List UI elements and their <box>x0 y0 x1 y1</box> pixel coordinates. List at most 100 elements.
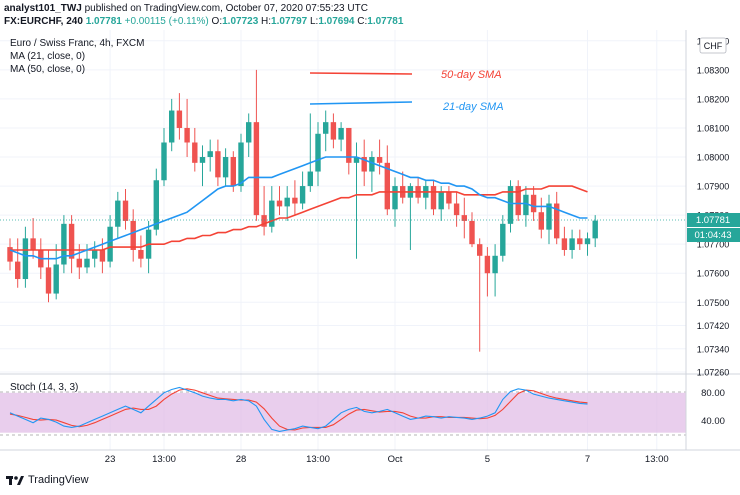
sma21-annotation-line <box>309 101 413 105</box>
candle-body <box>7 247 13 262</box>
author-name[interactable]: analyst101_TWJ <box>4 3 82 14</box>
candle-body <box>500 223 506 256</box>
candle-body <box>430 186 437 210</box>
price-tick: 1.08000 <box>697 153 730 163</box>
price-tick: 1.07500 <box>697 298 730 308</box>
published-text: published on TradingView.com, October 07… <box>84 3 368 14</box>
candle-body <box>307 171 313 187</box>
currency-label: CHF <box>704 41 723 51</box>
countdown-value: 01:04:43 <box>695 230 732 241</box>
candle-body <box>561 238 568 250</box>
candle-body <box>376 157 383 163</box>
candle-body <box>469 220 475 245</box>
last-price-tag-value: 1.07781 <box>696 215 730 226</box>
time-tick: 13:00 <box>645 454 669 465</box>
candle-body <box>130 220 136 250</box>
high-label: H: <box>261 16 272 27</box>
candle-body <box>369 157 375 172</box>
candle-body <box>246 122 252 143</box>
candle-body <box>584 238 591 245</box>
legend-ma21: MA (21, close, 0) <box>10 51 85 62</box>
candle-body <box>22 238 29 280</box>
time-tick: 28 <box>236 454 247 465</box>
ma21-line <box>9 156 588 260</box>
candle-body <box>330 122 337 140</box>
candle-body <box>315 133 321 172</box>
candle-body <box>61 223 67 265</box>
chart-header: analyst101_TWJ published on TradingView.… <box>0 0 740 30</box>
ma50-line <box>10 185 588 251</box>
candle-body <box>361 157 367 172</box>
tradingview-logo[interactable]: TradingView <box>6 474 89 486</box>
candle-body <box>530 194 537 213</box>
price-tick: 1.07420 <box>697 321 730 331</box>
candle-body <box>115 200 121 227</box>
candle-body <box>546 203 552 230</box>
stoch-d-line <box>9 388 588 431</box>
candle-body <box>446 191 452 204</box>
candle-body <box>323 122 329 134</box>
candle-body <box>484 255 491 274</box>
candle-body <box>30 238 36 250</box>
time-tick: 13:00 <box>152 454 176 465</box>
candle-body <box>76 258 82 268</box>
candle-body <box>392 186 398 210</box>
candle-body <box>192 142 198 163</box>
candle-body <box>84 258 90 268</box>
candle-body <box>161 142 167 181</box>
candle-body <box>207 151 213 158</box>
close-label: C: <box>357 16 368 27</box>
price-change: +0.00115 (+0.11%) <box>124 16 209 27</box>
candle-body <box>384 162 390 210</box>
brand-name: TradingView <box>28 474 89 486</box>
candle-body <box>15 261 21 280</box>
candle-body <box>68 223 75 259</box>
time-tick: 23 <box>105 454 116 465</box>
candle-body <box>199 157 206 163</box>
time-tick: Oct <box>388 454 403 465</box>
price-tick: 1.08200 <box>697 94 730 104</box>
time-tick: 7 <box>585 454 590 465</box>
candle-body <box>230 157 236 187</box>
candle-body <box>169 110 175 143</box>
candle-body <box>577 238 583 245</box>
candle-body <box>53 264 59 294</box>
close-value: 1.07781 <box>367 16 404 27</box>
candle-body <box>99 249 106 262</box>
candle-body <box>122 200 129 221</box>
sma21-annotation: 21-day SMA <box>442 101 504 113</box>
candle-body <box>346 127 352 163</box>
stoch-tick-80: 80.00 <box>701 388 725 399</box>
candle-body <box>461 215 467 221</box>
candle-body <box>238 142 244 187</box>
candle-body <box>338 127 344 140</box>
time-axis[interactable]: 23 13:00 28 13:00 Oct 5 7 13:00 <box>105 454 669 465</box>
candle-body <box>284 197 290 207</box>
open-value: 1.07723 <box>222 16 259 27</box>
candle-body <box>92 249 98 259</box>
footer: TradingView <box>0 470 740 495</box>
tradingview-icon <box>6 476 24 485</box>
price-chart[interactable]: Euro / Swiss Franc, 4h, FXCM MA (21, clo… <box>0 30 740 470</box>
candle-body <box>492 255 498 274</box>
time-tick: 13:00 <box>306 454 330 465</box>
candle-body <box>523 194 529 216</box>
sma50-annotation-line <box>309 72 413 75</box>
candle-body <box>153 180 159 230</box>
time-tick: 5 <box>485 454 490 465</box>
candle-body <box>538 212 544 230</box>
legend-ma50: MA (50, close, 0) <box>10 64 85 75</box>
last-price-tag <box>687 213 740 227</box>
candle-body <box>261 215 267 227</box>
candle-body <box>569 238 575 250</box>
low-label: L: <box>309 16 319 27</box>
candle-body <box>507 186 514 224</box>
candle-body <box>176 110 183 128</box>
candle-body <box>138 249 144 259</box>
price-tick: 1.07700 <box>697 240 730 250</box>
stoch-label: Stoch (14, 3, 3) <box>10 382 78 393</box>
legend-title: Euro / Swiss Franc, 4h, FXCM <box>10 38 144 49</box>
price-tick: 1.07900 <box>697 182 730 192</box>
stoch-tick-40: 40.00 <box>701 416 725 427</box>
candle-body <box>222 157 229 178</box>
